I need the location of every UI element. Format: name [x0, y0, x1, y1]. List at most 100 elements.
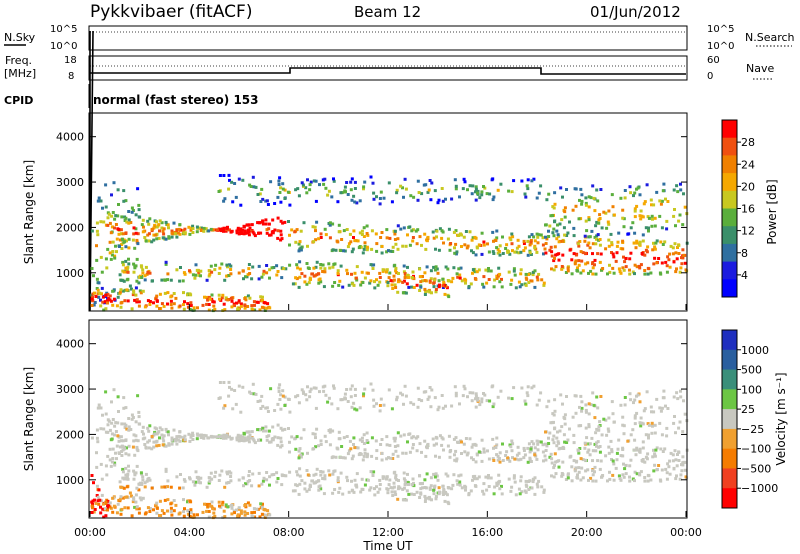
power-cell — [90, 229, 94, 233]
velocity-cell — [574, 411, 578, 415]
power-cell — [595, 188, 599, 192]
power-cell — [248, 296, 252, 300]
power-cell — [629, 226, 633, 230]
velocity-cell — [672, 395, 676, 399]
power-cell — [547, 192, 551, 196]
velocity-cell — [432, 492, 436, 496]
power-cell — [365, 224, 369, 228]
power-cell — [484, 268, 488, 272]
velocity-cell — [453, 458, 457, 462]
power-cell — [485, 281, 489, 285]
power-cell — [681, 223, 685, 227]
power-cell — [258, 308, 262, 312]
power-cell — [584, 219, 588, 223]
power-cell — [189, 228, 193, 232]
power-cell — [362, 226, 366, 230]
velocity-cell — [146, 477, 150, 481]
power-cell — [464, 230, 468, 233]
power-cell — [397, 272, 400, 275]
power-cell — [251, 175, 255, 179]
power-cell — [199, 226, 203, 230]
velocity-cell — [511, 442, 515, 446]
velocity-cell — [261, 429, 265, 433]
power-cell — [541, 236, 545, 240]
power-cell — [308, 188, 312, 192]
velocity-cell — [245, 430, 249, 434]
velocity-cell — [309, 484, 312, 488]
power-cell — [142, 225, 145, 229]
power-cell — [251, 265, 255, 269]
velocity-cell — [163, 485, 167, 489]
power-cell — [628, 257, 632, 261]
velocity-cell — [605, 433, 609, 437]
velocity-cell — [531, 480, 535, 484]
velocity-cell — [106, 430, 110, 434]
velocity-cell — [224, 503, 228, 507]
velocity-cell — [105, 473, 109, 477]
power-cell — [166, 278, 170, 282]
velocity-cell — [141, 475, 145, 479]
velocity-cell — [166, 485, 170, 489]
velocity-cell — [474, 392, 478, 396]
velocity-cell — [547, 399, 551, 403]
power-cell — [631, 221, 635, 225]
power-cell — [643, 269, 647, 272]
velocity-cell — [132, 433, 136, 437]
velocity-cell — [619, 478, 623, 482]
power-cell — [655, 190, 659, 194]
velocity-cell — [542, 488, 546, 492]
power-cell — [164, 237, 168, 241]
velocity-cell — [362, 394, 365, 398]
power-cell — [676, 246, 679, 249]
velocity-cell — [599, 395, 603, 398]
velocity-cell — [385, 457, 389, 461]
power-cell — [268, 233, 271, 237]
velocity-cell — [124, 452, 128, 456]
velocity-cell — [251, 437, 255, 441]
velocity-cell — [158, 499, 162, 503]
velocity-cell — [191, 434, 195, 437]
power-cell — [314, 179, 318, 183]
power-cell — [453, 246, 456, 250]
velocity-cell — [395, 478, 399, 482]
velocity-cell — [284, 474, 288, 478]
velocity-cell — [664, 467, 668, 471]
velocity-cell — [378, 478, 382, 482]
velocity-cell — [551, 438, 555, 442]
velocity-cell — [319, 439, 323, 443]
velocity-cell — [346, 400, 350, 403]
power-cell — [188, 232, 192, 236]
velocity-cell — [170, 438, 174, 442]
power-cell — [563, 215, 567, 219]
power-cell — [243, 306, 247, 310]
nave-label: Nave — [746, 62, 774, 75]
power-cell — [282, 267, 286, 270]
velocity-cell — [256, 428, 260, 432]
velocity-cell — [628, 479, 632, 483]
power-cell — [547, 235, 551, 238]
velocity-cell — [619, 403, 623, 407]
power-cell — [288, 263, 292, 267]
velocity-cell — [157, 430, 161, 434]
velocity-cell — [374, 439, 378, 443]
velocity-cell — [576, 449, 580, 453]
freq-label: Freq. — [5, 54, 32, 67]
power-cell — [637, 264, 641, 268]
colorbar-tick-label: 20 — [741, 180, 755, 193]
power-cell — [182, 307, 186, 311]
velocity-cell — [402, 477, 406, 481]
colorbar-tick-label: 1000 — [741, 344, 769, 357]
velocity-cell — [135, 445, 139, 449]
velocity-cell — [402, 486, 406, 490]
velocity-cell — [148, 424, 152, 428]
power-cell — [530, 179, 534, 183]
velocity-cell — [378, 483, 382, 486]
velocity-cell — [150, 435, 154, 438]
power-cell — [423, 279, 427, 282]
power-cell — [237, 177, 241, 181]
power-cell — [257, 277, 261, 281]
power-cell — [225, 274, 229, 278]
power-cell — [373, 280, 376, 284]
power-cell — [509, 238, 513, 242]
power-cell — [331, 222, 335, 226]
